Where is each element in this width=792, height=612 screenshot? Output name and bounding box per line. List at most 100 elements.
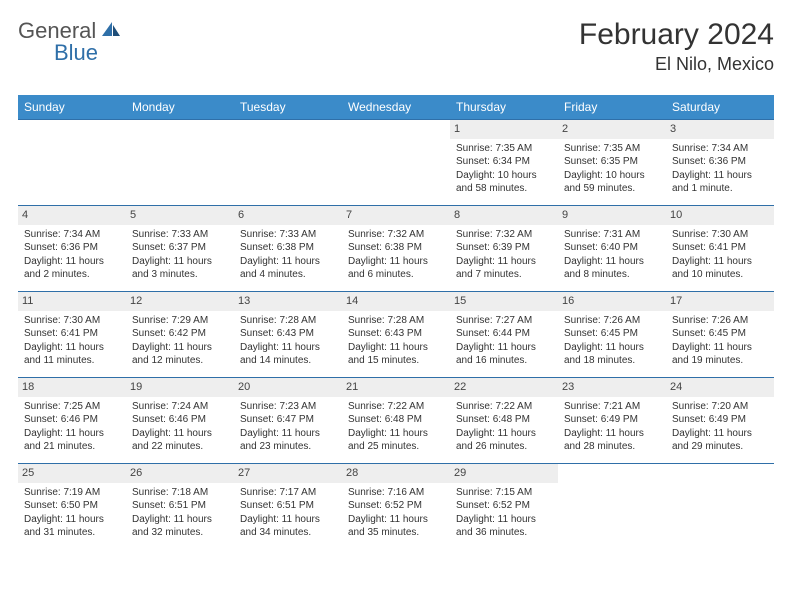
sunset-text: Sunset: 6:43 PM [348, 327, 444, 341]
sunrise-text: Sunrise: 7:25 AM [24, 400, 120, 414]
sunrise-text: Sunrise: 7:22 AM [348, 400, 444, 414]
daylight-text: Daylight: 11 hours and 4 minutes. [240, 255, 336, 282]
sunrise-text: Sunrise: 7:23 AM [240, 400, 336, 414]
day-number: 4 [18, 206, 126, 225]
month-title: February 2024 [579, 18, 774, 52]
weekday-header: Sunday [18, 95, 126, 120]
daylight-text: Daylight: 10 hours and 58 minutes. [456, 169, 552, 196]
sunset-text: Sunset: 6:37 PM [132, 241, 228, 255]
day-number: 25 [18, 464, 126, 483]
sunset-text: Sunset: 6:35 PM [564, 155, 660, 169]
daylight-text: Daylight: 11 hours and 21 minutes. [24, 427, 120, 454]
daylight-text: Daylight: 11 hours and 8 minutes. [564, 255, 660, 282]
sunset-text: Sunset: 6:48 PM [348, 413, 444, 427]
day-cell: 28Sunrise: 7:16 AMSunset: 6:52 PMDayligh… [342, 464, 450, 550]
day-cell [342, 120, 450, 206]
daylight-text: Daylight: 10 hours and 59 minutes. [564, 169, 660, 196]
day-number: 27 [234, 464, 342, 483]
daylight-text: Daylight: 11 hours and 14 minutes. [240, 341, 336, 368]
day-number: 28 [342, 464, 450, 483]
week-row: 18Sunrise: 7:25 AMSunset: 6:46 PMDayligh… [18, 378, 774, 464]
sunset-text: Sunset: 6:38 PM [348, 241, 444, 255]
day-number: 10 [666, 206, 774, 225]
day-number: 1 [450, 120, 558, 139]
calendar-table: Sunday Monday Tuesday Wednesday Thursday… [18, 95, 774, 550]
week-row: 4 Sunrise: 7:34 AMSunset: 6:36 PM Daylight… [18, 206, 774, 292]
sunset-text: Sunset: 6:46 PM [132, 413, 228, 427]
sunrise-text: Sunrise: 7:19 AM [24, 486, 120, 500]
daylight-text: Daylight: 11 hours and 31 minutes. [24, 513, 120, 540]
daylight-text: Daylight: 11 hours and 35 minutes. [348, 513, 444, 540]
sunrise-text: Sunrise: 7:21 AM [564, 400, 660, 414]
sunset-text: Sunset: 6:50 PM [24, 499, 120, 513]
sunrise-text: Sunrise: 7:27 AM [456, 314, 552, 328]
sunset-text: Sunset: 6:38 PM [240, 241, 336, 255]
day-cell: 6Sunrise: 7:33 AMSunset: 6:38 PMDaylight… [234, 206, 342, 292]
daylight-text: Daylight: 11 hours and 22 minutes. [132, 427, 228, 454]
weekday-header: Saturday [666, 95, 774, 120]
daylight-text: Daylight: 11 hours and 36 minutes. [456, 513, 552, 540]
day-number: 11 [18, 292, 126, 311]
day-cell: 17Sunrise: 7:26 AMSunset: 6:45 PMDayligh… [666, 292, 774, 378]
sunset-text: Sunset: 6:43 PM [240, 327, 336, 341]
day-number: 16 [558, 292, 666, 311]
sunrise-text: Sunrise: 7:22 AM [456, 400, 552, 414]
day-cell: 10Sunrise: 7:30 AMSunset: 6:41 PMDayligh… [666, 206, 774, 292]
sunrise-text: Sunrise: 7:30 AM [672, 228, 768, 242]
sunset-text: Sunset: 6:34 PM [456, 155, 552, 169]
day-cell: 24Sunrise: 7:20 AMSunset: 6:49 PMDayligh… [666, 378, 774, 464]
day-number: 20 [234, 378, 342, 397]
sunset-text: Sunset: 6:47 PM [240, 413, 336, 427]
day-cell [234, 120, 342, 206]
sunrise-text: Sunrise: 7:35 AM [456, 142, 552, 156]
day-cell: 3Sunrise: 7:34 AMSunset: 6:36 PMDaylight… [666, 120, 774, 206]
day-number: 3 [666, 120, 774, 139]
sunset-text: Sunset: 6:51 PM [132, 499, 228, 513]
day-number: 15 [450, 292, 558, 311]
sunrise-text: Sunrise: 7:15 AM [456, 486, 552, 500]
sunrise-text: Sunrise: 7:34 AM [24, 228, 120, 242]
day-cell: 23Sunrise: 7:21 AMSunset: 6:49 PMDayligh… [558, 378, 666, 464]
daylight-text: Daylight: 11 hours and 34 minutes. [240, 513, 336, 540]
day-cell: 8Sunrise: 7:32 AMSunset: 6:39 PMDaylight… [450, 206, 558, 292]
day-number: 26 [126, 464, 234, 483]
day-number: 9 [558, 206, 666, 225]
day-cell [558, 464, 666, 550]
day-cell: 11Sunrise: 7:30 AMSunset: 6:41 PMDayligh… [18, 292, 126, 378]
day-cell [666, 464, 774, 550]
day-cell: 21Sunrise: 7:22 AMSunset: 6:48 PMDayligh… [342, 378, 450, 464]
day-cell: 18Sunrise: 7:25 AMSunset: 6:46 PMDayligh… [18, 378, 126, 464]
day-number: 7 [342, 206, 450, 225]
day-number: 23 [558, 378, 666, 397]
sunrise-text: Sunrise: 7:18 AM [132, 486, 228, 500]
daylight-text: Daylight: 11 hours and 16 minutes. [456, 341, 552, 368]
sunrise-text: Sunrise: 7:29 AM [132, 314, 228, 328]
day-number: 2 [558, 120, 666, 139]
sunrise-text: Sunrise: 7:28 AM [240, 314, 336, 328]
daylight-text: Daylight: 11 hours and 15 minutes. [348, 341, 444, 368]
sunset-text: Sunset: 6:36 PM [24, 241, 120, 255]
day-cell: 22Sunrise: 7:22 AMSunset: 6:48 PMDayligh… [450, 378, 558, 464]
sunset-text: Sunset: 6:46 PM [24, 413, 120, 427]
title-block: February 2024 El Nilo, Mexico [579, 18, 774, 75]
sunrise-text: Sunrise: 7:20 AM [672, 400, 768, 414]
day-number: 6 [234, 206, 342, 225]
sunrise-text: Sunrise: 7:31 AM [564, 228, 660, 242]
location: El Nilo, Mexico [579, 54, 774, 75]
sunset-text: Sunset: 6:45 PM [672, 327, 768, 341]
day-number: 14 [342, 292, 450, 311]
sunset-text: Sunset: 6:41 PM [672, 241, 768, 255]
sunset-text: Sunset: 6:52 PM [348, 499, 444, 513]
weekday-header: Thursday [450, 95, 558, 120]
daylight-text: Daylight: 11 hours and 12 minutes. [132, 341, 228, 368]
day-cell: 1 Sunrise: 7:35 AMSunset: 6:34 PMDaylight… [450, 120, 558, 206]
sunset-text: Sunset: 6:42 PM [132, 327, 228, 341]
sunset-text: Sunset: 6:41 PM [24, 327, 120, 341]
sunrise-text: Sunrise: 7:30 AM [24, 314, 120, 328]
day-cell: 15Sunrise: 7:27 AMSunset: 6:44 PMDayligh… [450, 292, 558, 378]
sunrise-text: Sunrise: 7:32 AM [348, 228, 444, 242]
sunset-text: Sunset: 6:52 PM [456, 499, 552, 513]
daylight-text: Daylight: 11 hours and 19 minutes. [672, 341, 768, 368]
daylight-text: Daylight: 11 hours and 28 minutes. [564, 427, 660, 454]
week-row: 25Sunrise: 7:19 AMSunset: 6:50 PMDayligh… [18, 464, 774, 550]
